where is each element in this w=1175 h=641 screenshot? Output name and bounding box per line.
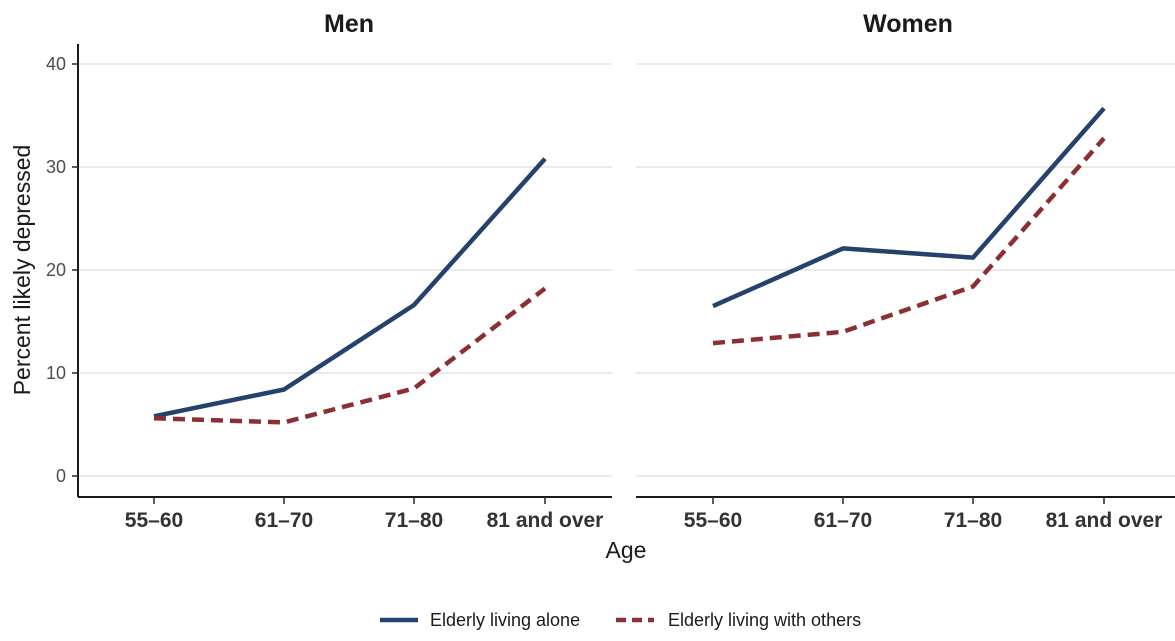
x-tick-label: 71–80 (385, 509, 443, 532)
y-tick-label: 0 (56, 466, 66, 486)
y-tick-label: 10 (46, 363, 66, 383)
legend-label: Elderly living alone (430, 610, 580, 630)
x-tick-label: 61–70 (814, 509, 872, 532)
x-tick-label: 55–60 (684, 509, 742, 532)
y-tick-label: 40 (46, 54, 66, 74)
series-line-elderly-living-alone (153, 157, 547, 419)
panel-women: 55–60 61–70 71–80 81 and over Women (636, 10, 1175, 532)
x-axis-title: Age (606, 537, 647, 563)
facet-title: Men (324, 10, 374, 38)
series-line-elderly-living-with-others (153, 286, 547, 425)
y-tick-label: 30 (46, 157, 66, 177)
series-line-elderly-living-alone (712, 106, 1106, 309)
series-line-elderly-living-with-others (712, 136, 1106, 346)
y-axis-title: Percent likely depressed (9, 145, 35, 396)
x-tick-label: 55–60 (125, 509, 183, 532)
facet-title: Women (863, 10, 953, 38)
y-tick-label: 20 (46, 260, 66, 280)
panel-men: 0 10 20 30 40 55–60 61–70 71–80 81 and over Men (46, 10, 612, 532)
legend: Elderly living alone Elderly living with … (380, 610, 861, 630)
legend-label: Elderly living with others (668, 610, 861, 630)
x-tick-label: 81 and over (1046, 509, 1163, 532)
x-tick-label: 71–80 (944, 509, 1002, 532)
panels: 0 10 20 30 40 55–60 61–70 71–80 81 and over Men 55… (46, 10, 1175, 532)
x-tick-label: 81 and over (487, 509, 604, 532)
x-tick-label: 61–70 (255, 509, 313, 532)
